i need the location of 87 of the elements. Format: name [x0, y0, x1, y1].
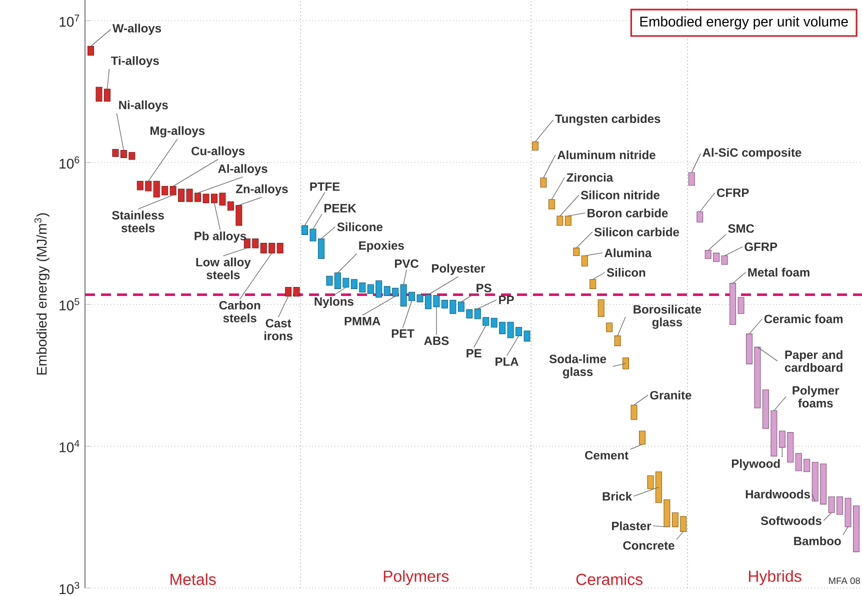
annotation: Al-SiC composite: [702, 148, 802, 160]
annotation: Metal foam: [748, 268, 810, 277]
bar: [285, 286, 292, 297]
annotation: Borosilicate glass: [634, 304, 702, 329]
annotation: Zn-alloys: [236, 184, 288, 196]
bar: [276, 242, 284, 254]
annotation: Silicon carbide: [594, 228, 680, 236]
bar: [112, 149, 119, 157]
annotation: PS: [476, 284, 492, 292]
annotation: PTFE: [310, 182, 340, 191]
annotation: Silicon: [606, 268, 646, 277]
bar: [721, 256, 728, 265]
y-tick-label: 10$^{3}$: [60, 582, 80, 594]
bar: [630, 404, 638, 420]
annotation: Aluminum nitride: [557, 150, 656, 160]
annotation: SMC: [728, 224, 754, 233]
annotation: Al-alloys: [218, 164, 268, 176]
bar: [293, 286, 300, 297]
bar: [598, 299, 604, 317]
annotation: Cu-alloys: [192, 146, 245, 158]
annotation: Brick: [602, 492, 632, 501]
annotation: PET: [392, 329, 414, 338]
annotation: Metals: [170, 573, 216, 586]
y-tick-label: 10$^{7}$: [60, 14, 80, 27]
bar: [548, 199, 555, 210]
annotation: Cast irons: [264, 318, 292, 340]
annotation: MFA 08: [829, 577, 860, 584]
annotation: Polyester: [432, 264, 486, 276]
bar: [532, 142, 538, 151]
bar: [556, 216, 564, 226]
annotation: PLA: [496, 357, 518, 366]
bar: [590, 279, 596, 289]
y-tick-label: 10$^{4}$: [60, 440, 80, 452]
annotation: Silicon nitride: [580, 190, 660, 200]
annotation: Bamboo: [794, 536, 841, 546]
annotation: PP: [499, 296, 514, 304]
annotation: Polymers: [384, 570, 449, 586]
annotation: Ni-alloys: [119, 100, 168, 112]
annotation: Alumina: [604, 248, 652, 258]
bar: [540, 178, 547, 188]
annotation: Hardwoods: [746, 490, 810, 499]
annotation: Paper and cardboard: [784, 350, 842, 372]
annotation: Plywood: [732, 459, 780, 470]
annotation: GFRP: [744, 242, 778, 252]
bar: [88, 46, 94, 56]
annotation: Low alloy steels: [196, 258, 251, 280]
annotation: Ceramic foam: [764, 314, 843, 324]
bar: [614, 336, 621, 346]
bar: [639, 430, 646, 445]
bar: [622, 358, 630, 370]
annotation: Granite: [650, 390, 692, 400]
annotation: PEEK: [324, 204, 356, 212]
annotation: Softwoods: [760, 516, 822, 526]
y-tick-label: 10$^{5}$: [60, 298, 80, 310]
annotation: ABS: [424, 336, 449, 346]
y-tick-label: 10$^{6}$: [60, 156, 80, 169]
annotation: Nylons: [314, 296, 354, 308]
annotation: Carbon steels: [219, 300, 260, 322]
annotation: Hybrids: [748, 570, 802, 586]
annotation: Stainless steels: [112, 210, 164, 232]
y-axis-title: Embodied energy (MJ/m$^{3}$): [34, 213, 50, 374]
bar: [581, 256, 588, 266]
annotation: Pb alloys: [194, 231, 246, 243]
annotation: Polymer foams: [792, 386, 840, 408]
annotation: Boron carbide: [588, 208, 668, 218]
annotation: Soda-lime glass: [549, 354, 606, 378]
annotation: Ti-alloys: [111, 56, 159, 68]
bar: [606, 322, 613, 332]
bar: [573, 248, 580, 256]
text: Embodied energy per unit volume: [640, 16, 848, 30]
bar: [688, 172, 695, 186]
annotation: CFRP: [717, 188, 749, 197]
annotation: PVC: [395, 259, 419, 268]
annotation: W-alloys: [112, 24, 162, 35]
annotation: Epoxies: [359, 240, 404, 252]
annotation: Cement: [585, 451, 628, 460]
annotation: Tungsten carbides: [555, 114, 660, 126]
bar: [696, 211, 704, 222]
annotation: Mg-alloys: [150, 126, 205, 138]
annotation: Ceramics: [576, 573, 643, 586]
annotation: Concrete: [623, 541, 674, 550]
annotation: Zironcia: [566, 172, 614, 182]
bar: [564, 216, 572, 226]
annotation: Plaster: [612, 521, 652, 530]
annotation: PMMA: [344, 316, 380, 326]
annotation: Silicone: [337, 222, 383, 232]
annotation: PE: [466, 349, 482, 358]
